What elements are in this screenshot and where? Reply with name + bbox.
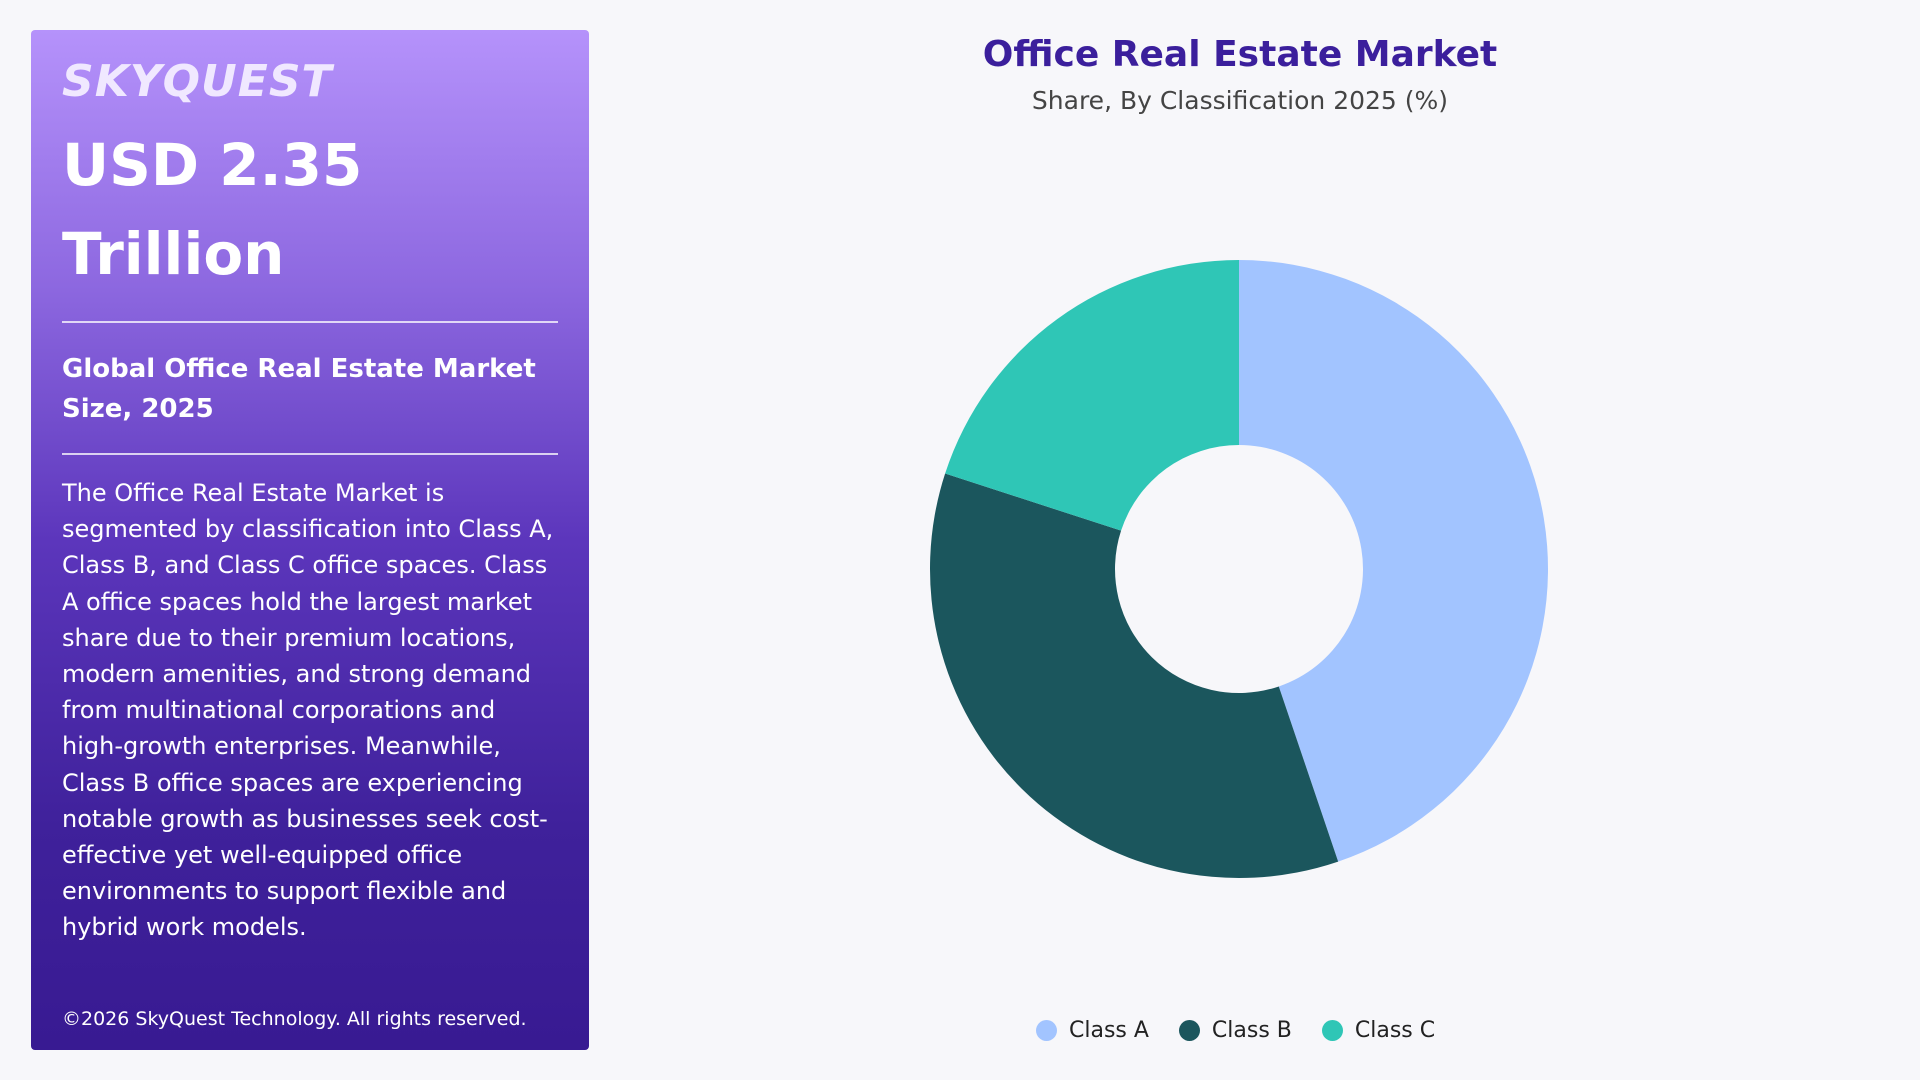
donut-slice-class-b[interactable] (930, 473, 1339, 879)
chart-legend: Class A Class B Class C (1036, 1018, 1465, 1043)
market-size-value: USD 2.35 Trillion (62, 131, 363, 288)
segment-description: The Office Real Estate Market is segment… (62, 479, 554, 942)
legend-marker (1036, 1020, 1057, 1041)
legend-item-class-a[interactable]: Class A (1036, 1018, 1149, 1043)
legend-label: Class B (1211, 1018, 1292, 1043)
legend-label: Class C (1354, 1018, 1436, 1043)
divider (62, 453, 558, 455)
legend-marker (1321, 1020, 1343, 1041)
market-size-label: Global Office Real Estate Market Size, 2… (62, 354, 536, 424)
donut-slice-class-c[interactable] (945, 260, 1239, 531)
summary-panel: SKYQUEST USD 2.35 Trillion Global Office… (31, 30, 589, 1050)
legend-item-class-c[interactable]: Class C (1321, 1018, 1436, 1043)
divider (62, 321, 558, 323)
legend-label: Class A (1069, 1018, 1149, 1043)
chart-subtitle: Share, By Classification 2025 (%) (1031, 86, 1449, 115)
brand-logo: SKYQUEST (62, 56, 333, 107)
donut-slice-class-a[interactable] (1239, 260, 1549, 862)
legend-marker (1178, 1020, 1200, 1041)
legend-item-class-b[interactable]: Class B (1178, 1018, 1292, 1043)
copyright-notice: ©2026 SkyQuest Technology. All rights re… (62, 1008, 527, 1030)
chart-title: Office Real Estate Market (982, 34, 1498, 75)
